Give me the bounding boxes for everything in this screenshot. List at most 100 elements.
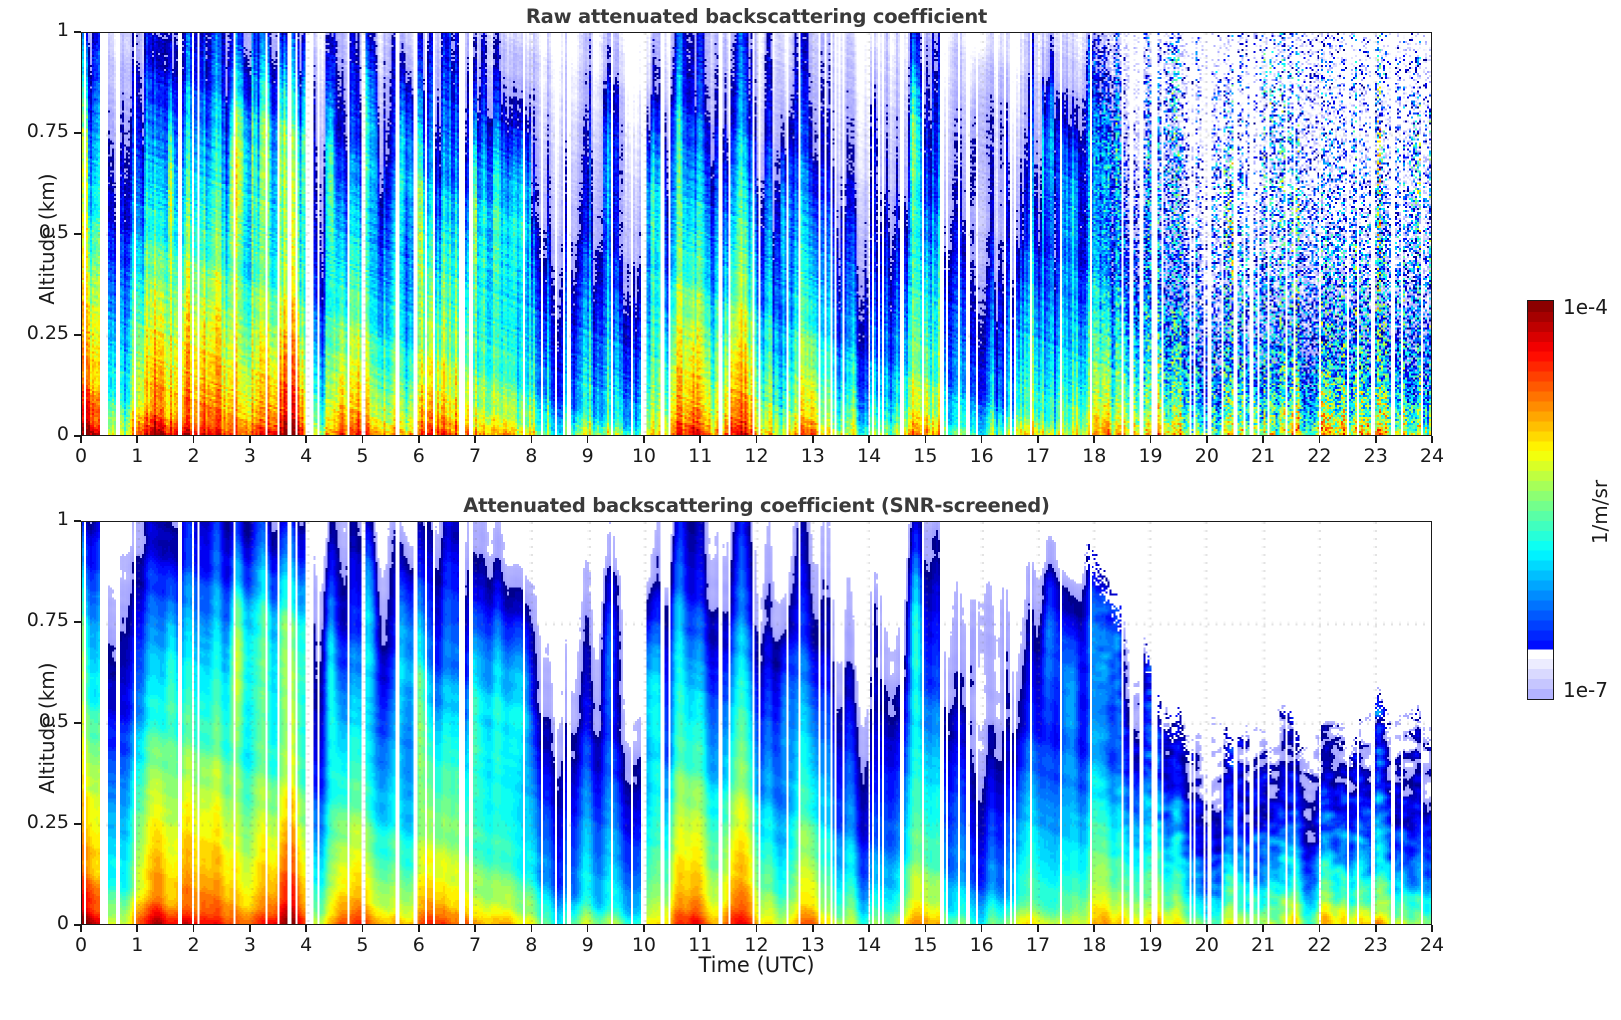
y-tick-label: 0.5 [38,221,69,243]
y-tick [74,621,81,623]
x-tick [474,436,476,443]
x-axis-label: Time (UTC) [698,953,815,977]
x-tick [643,436,645,443]
x-tick [530,925,533,932]
x-tick-label: 4 [300,934,313,956]
x-tick-label: 19 [1138,934,1163,956]
y-tick [74,334,81,336]
x-tick-label: 13 [800,934,825,956]
panel-title-screened: Attenuated backscattering coefficient (S… [463,494,1050,517]
y-tick [74,520,81,522]
x-tick [924,925,927,932]
x-tick [755,436,758,443]
x-tick-label: 15 [913,445,938,467]
x-tick [1318,436,1321,443]
x-tick-label: 24 [1419,445,1445,467]
x-tick [305,436,307,443]
x-tick [1374,436,1377,443]
x-tick-label: 13 [800,445,825,467]
x-tick [80,925,82,932]
x-tick-label: 23 [1363,934,1388,956]
x-tick-label: 21 [1251,445,1276,467]
x-tick-label: 16 [969,934,994,956]
x-tick-label: 3 [243,445,256,467]
x-tick-label: 14 [856,445,882,467]
x-tick-label: 19 [1138,445,1163,467]
y-tick [74,435,81,437]
x-tick [192,436,195,443]
x-tick [192,925,195,932]
colorbar-max-label: 1e-4 [1563,295,1608,319]
x-tick-label: 1 [131,445,144,467]
heatmap-screened [81,521,1432,925]
x-tick [868,925,870,932]
x-tick [980,925,983,932]
x-tick [1374,925,1377,932]
x-tick [249,436,251,443]
x-tick-label: 20 [1194,934,1219,956]
x-tick-label: 8 [525,445,538,467]
x-tick-label: 8 [525,934,538,956]
x-tick [361,436,364,443]
x-tick-label: 21 [1251,934,1276,956]
x-tick-label: 5 [356,445,369,467]
x-tick-label: 15 [913,934,938,956]
y-tick [74,924,81,926]
x-tick [980,436,983,443]
x-tick-label: 9 [581,934,594,956]
x-tick-label: 17 [1025,445,1051,467]
x-tick-label: 14 [856,934,882,956]
x-tick [80,436,82,443]
x-tick-label: 24 [1419,934,1445,956]
x-tick [1206,436,1208,443]
y-tick-label: 0.75 [26,609,69,631]
x-tick [1149,925,1152,932]
x-tick [1093,925,1096,932]
heatmap-screened-canvas [82,522,1431,924]
x-tick-label: 22 [1307,934,1332,956]
x-tick-label: 12 [744,445,769,467]
colorbar [1527,300,1554,700]
x-tick [136,925,139,932]
x-tick-label: 12 [744,934,769,956]
x-tick [1262,925,1264,932]
x-tick [811,436,814,443]
y-tick-label: 0.5 [38,710,69,732]
colorbar-canvas [1528,301,1553,699]
x-tick-label: 22 [1307,445,1332,467]
y-tick [74,31,81,33]
x-tick [249,925,251,932]
x-tick [1206,925,1208,932]
y-tick-label: 0.25 [26,811,69,833]
x-tick [868,436,870,443]
x-tick-label: 10 [631,934,656,956]
y-tick-label: 0.75 [26,120,69,142]
x-tick [643,925,645,932]
x-tick [1262,436,1264,443]
x-tick [305,925,307,932]
y-tick-label: 0 [56,423,69,445]
x-tick-label: 0 [74,445,88,467]
x-tick [586,436,589,443]
x-tick [474,925,476,932]
x-tick [924,436,927,443]
x-tick-label: 7 [468,445,482,467]
x-tick [1037,925,1039,932]
x-tick-label: 18 [1082,445,1107,467]
x-tick-label: 17 [1025,934,1051,956]
x-tick-label: 4 [300,445,313,467]
y-tick [74,233,81,235]
x-tick [811,925,814,932]
x-tick-label: 6 [412,445,425,467]
heatmap-raw [81,32,1432,436]
x-tick [1318,925,1321,932]
x-tick-label: 23 [1363,445,1388,467]
x-tick-label: 9 [581,445,594,467]
x-tick-label: 16 [969,445,994,467]
x-tick-label: 2 [187,934,200,956]
x-tick [530,436,533,443]
panel-title-raw: Raw attenuated backscattering coefficien… [525,5,988,28]
x-tick-label: 11 [688,445,713,467]
x-tick [361,925,364,932]
